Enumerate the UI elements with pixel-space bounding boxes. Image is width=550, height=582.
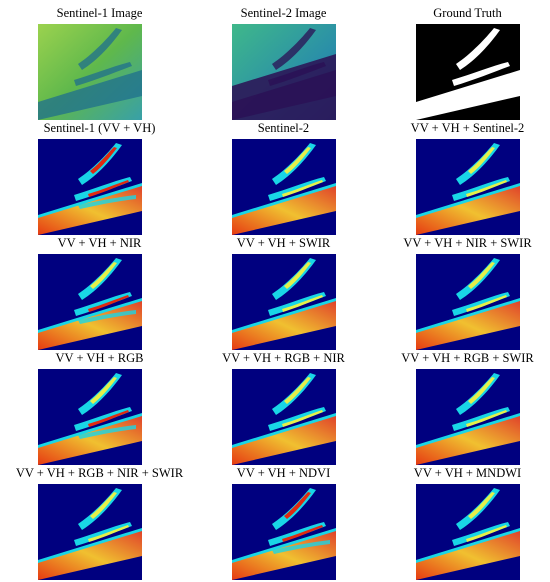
- prediction-heatmap: [416, 484, 520, 580]
- panel-caption: Sentinel-2 Image: [240, 6, 327, 20]
- prediction-heatmap: [416, 139, 520, 235]
- prediction-heatmap: [38, 369, 142, 465]
- panel-caption: Ground Truth: [433, 6, 502, 20]
- panel-caption: Sentinel-2: [257, 121, 310, 135]
- figure-panel: Sentinel-2 Image: [192, 4, 375, 120]
- prediction-heatmap: [416, 369, 520, 465]
- panel-caption: VV + VH + RGB + NIR: [222, 351, 345, 365]
- figure-panel: VV + VH + RGB + SWIR: [376, 349, 550, 465]
- figure-panel: Sentinel-2: [192, 119, 375, 235]
- prediction-heatmap: [232, 139, 336, 235]
- panel-caption: VV + VH + RGB + NIR + SWIR: [15, 466, 184, 480]
- satellite-image: [38, 24, 142, 120]
- figure-panel: VV + VH + NIR: [8, 234, 191, 350]
- satellite-image: [232, 24, 336, 120]
- figure-panel: VV + VH + MNDWI: [376, 464, 550, 580]
- prediction-heatmap: [232, 369, 336, 465]
- panel-caption: VV + VH + NIR + SWIR: [403, 236, 532, 250]
- prediction-heatmap: [38, 139, 142, 235]
- figure-panel: VV + VH + RGB + NIR: [192, 349, 375, 465]
- figure-panel: VV + VH + NIR + SWIR: [376, 234, 550, 350]
- prediction-heatmap: [38, 254, 142, 350]
- panel-caption: VV + VH + RGB: [55, 351, 144, 365]
- figure-panel: VV + VH + SWIR: [192, 234, 375, 350]
- panel-caption: Sentinel-1 (VV + VH): [43, 121, 156, 135]
- panel-caption: VV + VH + RGB + SWIR: [401, 351, 534, 365]
- panel-caption: VV + VH + NIR: [57, 236, 142, 250]
- figure-panel: VV + VH + RGB + NIR + SWIR: [8, 464, 191, 580]
- panel-caption: VV + VH + Sentinel-2: [410, 121, 525, 135]
- panel-caption: VV + VH + NDVI: [236, 466, 331, 480]
- panel-caption: VV + VH + SWIR: [236, 236, 331, 250]
- figure-panel: Ground Truth: [376, 4, 550, 120]
- figure-panel: VV + VH + RGB: [8, 349, 191, 465]
- prediction-heatmap: [38, 484, 142, 580]
- prediction-heatmap: [416, 254, 520, 350]
- figure-panel: VV + VH + Sentinel-2: [376, 119, 550, 235]
- ground-truth-mask: [416, 24, 520, 120]
- figure-panel: VV + VH + NDVI: [192, 464, 375, 580]
- figure-panel: Sentinel-1 (VV + VH): [8, 119, 191, 235]
- panel-caption: Sentinel-1 Image: [56, 6, 143, 20]
- prediction-heatmap: [232, 254, 336, 350]
- panel-caption: VV + VH + MNDWI: [413, 466, 522, 480]
- figure-panel: Sentinel-1 Image: [8, 4, 191, 120]
- prediction-heatmap: [232, 484, 336, 580]
